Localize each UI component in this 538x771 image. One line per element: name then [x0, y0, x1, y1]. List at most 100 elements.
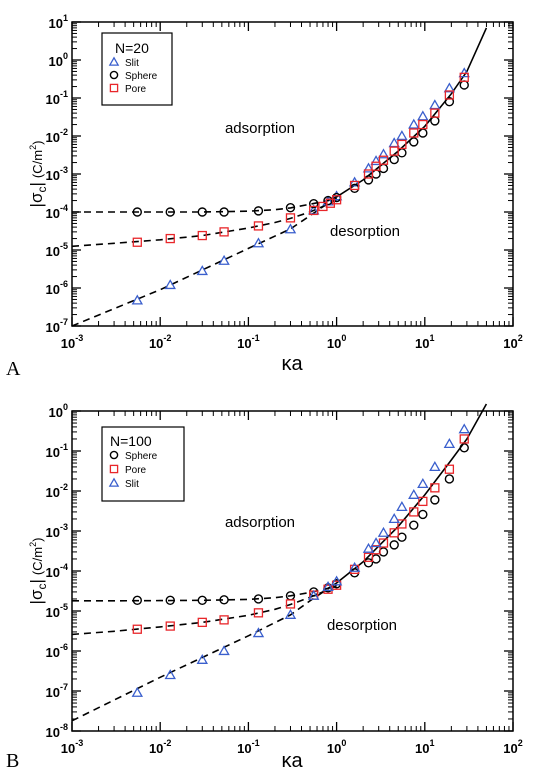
legend: N=20 Slit Sphere Pore	[101, 32, 173, 106]
pore-data-point	[397, 519, 407, 529]
pore-data-point	[397, 139, 407, 150]
y-tick-label: 10-8	[46, 722, 68, 740]
y-tick-label: 10-5	[46, 602, 68, 620]
svg-text:|σc|(C/m2): |σc| (C/m2)	[27, 538, 49, 605]
pore-data-point	[418, 119, 428, 130]
pore-data-point	[444, 464, 455, 474]
sphere-data-point	[397, 532, 407, 542]
sphere-data-point	[219, 207, 229, 217]
pore-data-point	[430, 483, 440, 493]
y-axis-label-main: |σ	[27, 192, 46, 207]
sphere-data-point	[219, 595, 229, 605]
legend-slit-marker	[108, 477, 120, 487]
legend-sphere-marker	[109, 70, 119, 80]
dashed-fit-curve	[71, 199, 337, 248]
sphere-data-point	[459, 443, 469, 453]
sphere-data-point	[430, 495, 440, 505]
tick-labels: 10-3 10-2 10-1 100 101 102 10-8 10-7 10-6 10-5 10-…	[46, 402, 523, 756]
legend-sphere-marker	[109, 450, 119, 460]
tick-labels: 10-3 10-2 10-1 100 101 102 10-7 10-6 10-5 10-4 10-…	[46, 13, 523, 351]
sphere-data-point	[197, 595, 207, 606]
legend-pore-label: Pore	[125, 84, 147, 95]
sphere-data-point	[197, 207, 207, 217]
sphere-data-point	[253, 206, 264, 216]
sphere-data-point	[397, 148, 407, 158]
slit-data-point	[417, 110, 429, 121]
slit-data-point	[417, 478, 429, 489]
slit-data-point	[408, 118, 420, 129]
x-tick-label: 102	[503, 333, 522, 351]
pore-data-point	[430, 108, 440, 118]
sphere-data-point	[444, 96, 455, 107]
x-tick-label: 10-2	[149, 738, 171, 756]
slit-data-point	[252, 237, 265, 248]
slit-data-point	[362, 162, 375, 173]
solid-fit-curve	[327, 27, 488, 202]
y-tick-label: 101	[49, 13, 68, 31]
y-tick-label: 10-2	[46, 127, 68, 145]
legend-slit-label: Slit	[125, 58, 139, 69]
y-axis-label-bar: |	[27, 182, 46, 186]
legend-box	[101, 32, 173, 106]
x-tick-label: 10-3	[61, 738, 83, 756]
y-tick-label: 10-4	[46, 203, 68, 221]
slit-data-point	[443, 438, 456, 449]
x-tick-label: 101	[415, 333, 434, 351]
sphere-data-point	[165, 207, 175, 217]
sphere-data-point	[418, 128, 428, 138]
x-tick-label: 102	[503, 738, 522, 756]
adsorption-annotation: adsorption	[225, 514, 295, 531]
y-tick-label: 10-1	[46, 442, 68, 460]
pore-data-point	[371, 161, 381, 171]
y-axis-label-unit-close: )	[30, 141, 45, 145]
sphere-data-point	[409, 520, 419, 530]
solid-fit-curve	[327, 403, 488, 589]
legend-sphere-label: Sphere	[125, 71, 158, 82]
slit-data-point	[164, 279, 176, 290]
slit-data-point	[388, 513, 400, 524]
dashed-fit-curve	[72, 584, 337, 602]
slit-data-point	[396, 501, 408, 512]
pore-data-point	[363, 552, 374, 562]
dashed-fit-curve	[72, 196, 337, 213]
slit-data-point	[377, 526, 390, 537]
y-axis-label-unit-superscript: 2	[28, 145, 38, 150]
pore-data-point	[285, 599, 296, 609]
x-tick-label: 100	[327, 333, 346, 351]
slit-data-point	[164, 669, 176, 680]
slit-data-point	[370, 155, 382, 166]
sphere-data-point	[444, 474, 455, 484]
pore-data-point	[285, 213, 296, 223]
x-tick-label: 10-1	[237, 738, 259, 756]
pore-data-point	[459, 434, 469, 444]
legend-title: N=100	[110, 433, 152, 449]
pore-data-point	[444, 90, 455, 100]
slit-data-point	[377, 148, 390, 159]
pore-data-point	[459, 72, 469, 82]
slit-data-point	[218, 645, 230, 656]
dashed-fit-curve	[71, 584, 337, 636]
pore-data-point	[378, 155, 389, 165]
slit-data-point	[218, 254, 230, 265]
sphere-data-point	[430, 116, 440, 126]
pore-data-point	[165, 621, 175, 631]
pore-data-point	[378, 538, 389, 548]
y-tick-label: 10-2	[46, 482, 68, 500]
sphere-data-point	[165, 595, 175, 606]
y-axis-label-unit: (C/m	[30, 150, 45, 178]
sphere-data-point	[459, 80, 469, 90]
axis-ticks	[71, 410, 514, 732]
panel-label: B	[6, 750, 19, 771]
pore-data-point	[389, 528, 399, 538]
sphere-data-point	[389, 154, 399, 165]
x-tick-label: 10-1	[237, 333, 259, 351]
desorption-annotation: desorption	[330, 223, 400, 240]
sphere-data-point	[363, 558, 374, 568]
sphere-data-point	[285, 202, 296, 213]
pore-data-point	[409, 128, 419, 138]
legend-slit-label: Slit	[125, 479, 139, 490]
sphere-data-point	[371, 554, 381, 564]
y-tick-label: 10-6	[46, 279, 68, 297]
legend-slit-marker	[108, 56, 120, 66]
